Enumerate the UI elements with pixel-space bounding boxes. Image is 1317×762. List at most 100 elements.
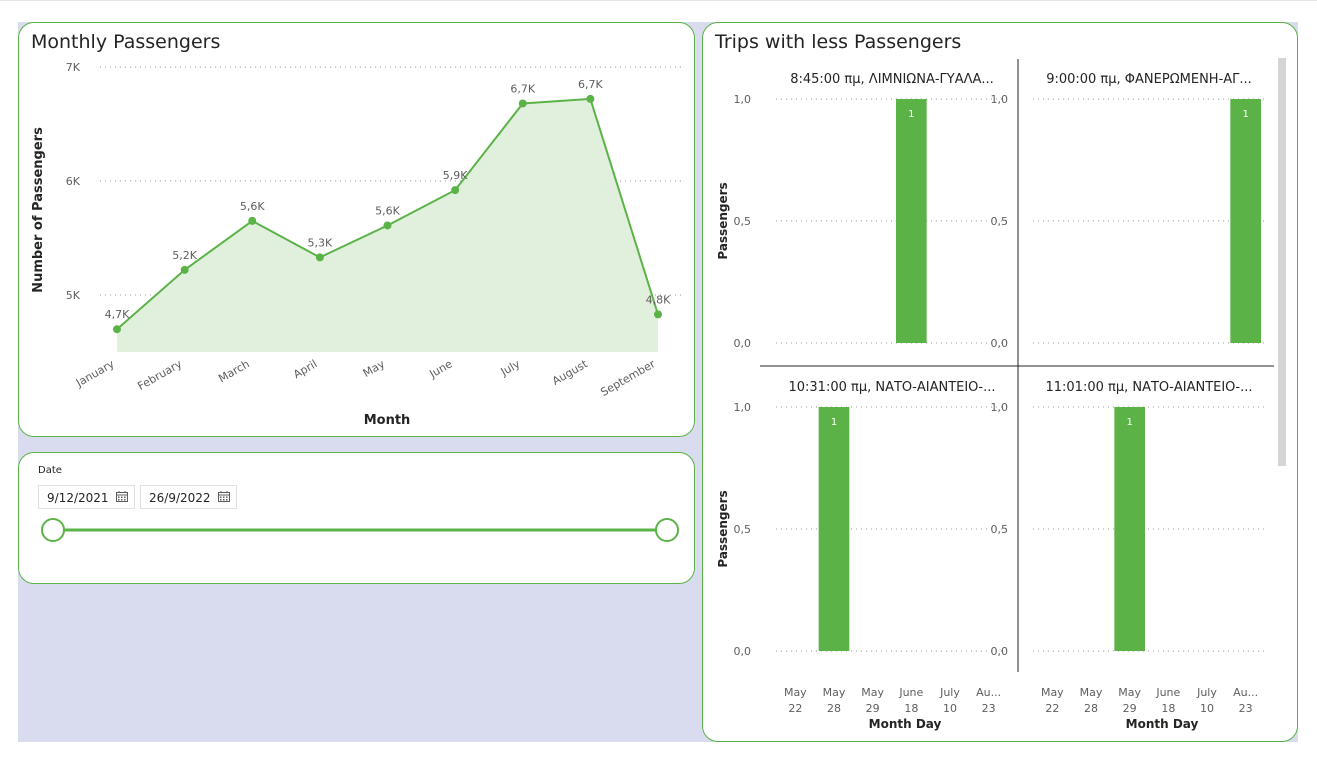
- monthly-passengers-chart[interactable]: 5K 6K 7K 4,7K 5,2K 5,6K 5,3K 5,6K 5,9K 6,7K 6,7K 4,…: [18, 22, 695, 437]
- x-tick-label-day: 10: [943, 702, 957, 715]
- y-tick-label: 5K: [66, 289, 81, 302]
- y-tick-label: 1,0: [734, 401, 752, 414]
- y-tick-label: 7K: [66, 61, 81, 74]
- x-tick-label: August: [550, 357, 590, 388]
- start-date-input[interactable]: 9/12/2021: [38, 485, 135, 509]
- trip-bar: [896, 99, 927, 343]
- x-tick-label-month: Au...: [1233, 686, 1258, 699]
- calendar-icon[interactable]: [116, 491, 128, 502]
- monthly-passengers-title: Monthly Passengers: [31, 31, 221, 53]
- end-date-input[interactable]: 26/9/2022: [140, 485, 237, 509]
- x-tick-label-day: 10: [1200, 702, 1214, 715]
- x-tick-label-month: July: [939, 686, 960, 699]
- end-date-value: 26/9/2022: [149, 491, 211, 505]
- bar-data-label: 1: [1126, 417, 1132, 428]
- data-point: [586, 94, 595, 103]
- data-point: [315, 253, 324, 262]
- x-tick-label-day: 29: [866, 702, 880, 715]
- x-tick-label-month: July: [1196, 686, 1217, 699]
- x-axis-title: Month Day: [869, 717, 942, 731]
- x-tick-label: September: [598, 357, 658, 399]
- bar-data-label: 1: [831, 417, 837, 428]
- x-tick-label: January: [73, 357, 117, 390]
- data-label: 4,8K: [646, 293, 671, 306]
- panel-title: 8:45:00 πμ, ΛΙΜΝΙΩΝΑ-ΓΥΑΛΑ...: [790, 72, 994, 87]
- data-point: [451, 186, 460, 195]
- x-tick-label-month: June: [898, 686, 923, 699]
- y-tick-label: 0,5: [734, 523, 752, 536]
- x-tick-label: July: [498, 357, 523, 379]
- date-slicer-card[interactable]: Date 9/12/2021 26/9/2022: [18, 452, 695, 584]
- y-axis-title: Passengers: [716, 182, 730, 259]
- x-tick-label-month: May: [1041, 686, 1064, 699]
- x-axis-title: Month: [364, 413, 411, 428]
- y-tick-label: 0,0: [734, 337, 752, 350]
- y-tick-label: 0,5: [991, 215, 1009, 228]
- x-tick-label: June: [427, 357, 455, 381]
- y-axis-title: Number of Passengers: [31, 127, 46, 293]
- data-point: [518, 99, 527, 108]
- bar-data-label: 1: [908, 109, 914, 120]
- data-point: [248, 216, 257, 225]
- y-tick-label: 1,0: [734, 93, 752, 106]
- x-tick-label-month: May: [784, 686, 807, 699]
- date-range-slider[interactable]: [18, 452, 695, 584]
- y-tick-label: 0,5: [991, 523, 1009, 536]
- top-border: [0, 0, 1317, 1]
- data-label: 6,7K: [510, 82, 535, 95]
- x-tick-label-day: 18: [904, 702, 918, 715]
- start-date-value: 9/12/2021: [47, 491, 109, 505]
- x-tick-label-month: May: [1080, 686, 1103, 699]
- panel-title: 9:00:00 πμ, ΦΑΝΕΡΩΜΕΝΗ-ΑΓ...: [1046, 72, 1252, 87]
- y-tick-label: 0,0: [734, 645, 752, 658]
- data-point: [654, 310, 662, 319]
- x-tick-label-day: 23: [982, 702, 996, 715]
- area-fill: [117, 98, 658, 352]
- x-tick-label-day: 23: [1239, 702, 1253, 715]
- data-point: [113, 325, 121, 334]
- y-tick-label: 6K: [66, 175, 81, 188]
- y-tick-label: 1,0: [991, 401, 1009, 414]
- y-tick-label: 0,0: [991, 645, 1009, 658]
- x-tick-label-month: May: [1118, 686, 1141, 699]
- x-tick-label: March: [216, 357, 252, 385]
- data-point: [180, 265, 189, 274]
- data-label: 5,6K: [375, 204, 400, 217]
- x-tick-label: April: [291, 357, 319, 381]
- trips-scrollbar[interactable]: [1278, 58, 1286, 466]
- x-tick-label-day: 22: [788, 702, 802, 715]
- trip-bar: [1114, 407, 1145, 651]
- slider-start-handle[interactable]: [41, 518, 65, 542]
- y-tick-label: 1,0: [991, 93, 1009, 106]
- date-slicer-label: Date: [38, 465, 62, 476]
- data-label: 4,7K: [105, 308, 130, 321]
- data-label: 5,6K: [240, 200, 265, 213]
- x-tick-label-day: 28: [1084, 702, 1098, 715]
- x-tick-label-day: 18: [1161, 702, 1175, 715]
- x-tick-label-month: June: [1155, 686, 1180, 699]
- bar-data-label: 1: [1242, 109, 1248, 120]
- x-tick-label: February: [135, 357, 184, 393]
- data-label: 5,9K: [443, 169, 468, 182]
- trips-title: Trips with less Passengers: [715, 31, 962, 53]
- x-tick-label: May: [361, 357, 388, 380]
- calendar-icon[interactable]: [218, 491, 230, 502]
- data-label: 5,2K: [172, 249, 197, 262]
- x-tick-label-month: Au...: [976, 686, 1001, 699]
- x-tick-label-day: 28: [827, 702, 841, 715]
- y-tick-label: 0,5: [734, 215, 752, 228]
- x-tick-label-month: May: [823, 686, 846, 699]
- slider-end-handle[interactable]: [655, 518, 679, 542]
- data-label: 5,3K: [308, 236, 333, 249]
- data-point: [383, 221, 392, 230]
- x-tick-label-day: 29: [1123, 702, 1137, 715]
- x-tick-label-month: May: [861, 686, 884, 699]
- trip-bar: [1230, 99, 1261, 343]
- y-tick-label: 0,0: [991, 337, 1009, 350]
- x-tick-label-day: 22: [1045, 702, 1059, 715]
- y-axis-title: Passengers: [716, 490, 730, 567]
- trip-bar: [818, 407, 850, 651]
- trips-small-multiples-chart[interactable]: 8:45:00 πμ, ΛΙΜΝΙΩΝΑ-ΓΥΑΛΑ... 0,0 0,5 1,0 1 P…: [702, 22, 1298, 742]
- x-axis-title: Month Day: [1126, 717, 1199, 731]
- trips-card[interactable]: Trips with less Passengers: [702, 22, 1298, 742]
